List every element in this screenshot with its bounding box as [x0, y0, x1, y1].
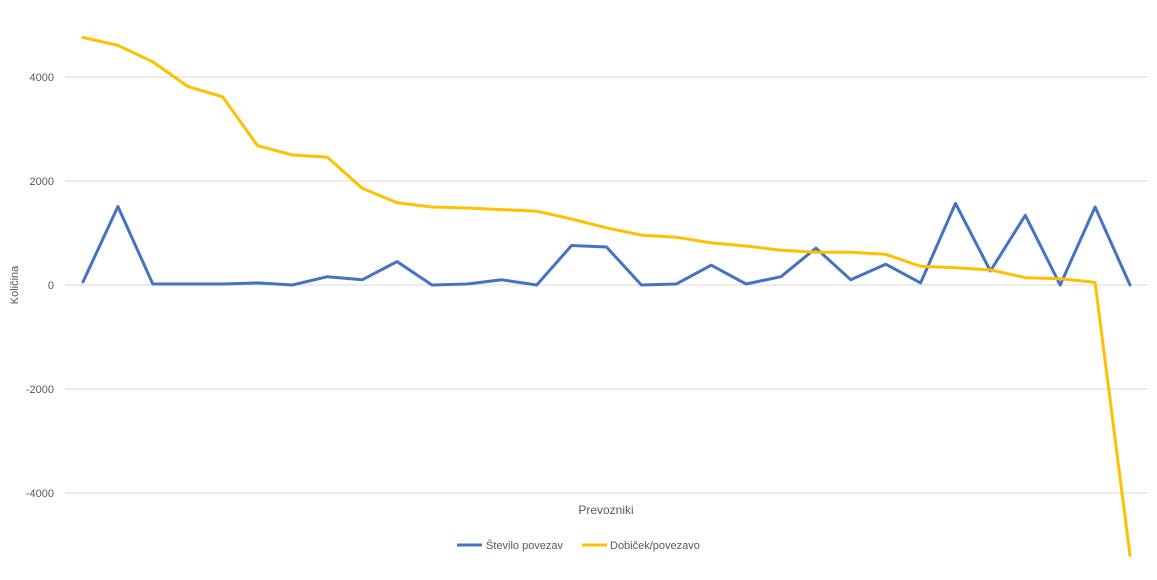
- legend-label: Dobiček/povezavo: [610, 540, 700, 552]
- y-tick-label: -2000: [26, 384, 54, 396]
- y-tick-label: 4000: [30, 72, 54, 84]
- x-axis-label: Prevozniki: [578, 503, 633, 517]
- legend-label: Število povezav: [486, 539, 564, 552]
- legend: Število povezav Dobiček/povezavo: [457, 539, 700, 552]
- series-line-2: [81, 36, 1132, 557]
- y-tick-label: 0: [48, 280, 54, 292]
- y-axis-label: Količina: [9, 265, 21, 304]
- legend-item-2: Dobiček/povezavo: [582, 540, 700, 552]
- y-tick-label: 2000: [30, 176, 54, 188]
- y-tick-label: -4000: [26, 488, 54, 500]
- y-axis-ticks: -4000 -2000 0 2000 4000: [26, 72, 54, 500]
- series-line-1: [81, 201, 1132, 287]
- legend-item-1: Število povezav: [457, 539, 564, 552]
- series-lines: [81, 36, 1132, 557]
- gridlines: [65, 76, 1147, 494]
